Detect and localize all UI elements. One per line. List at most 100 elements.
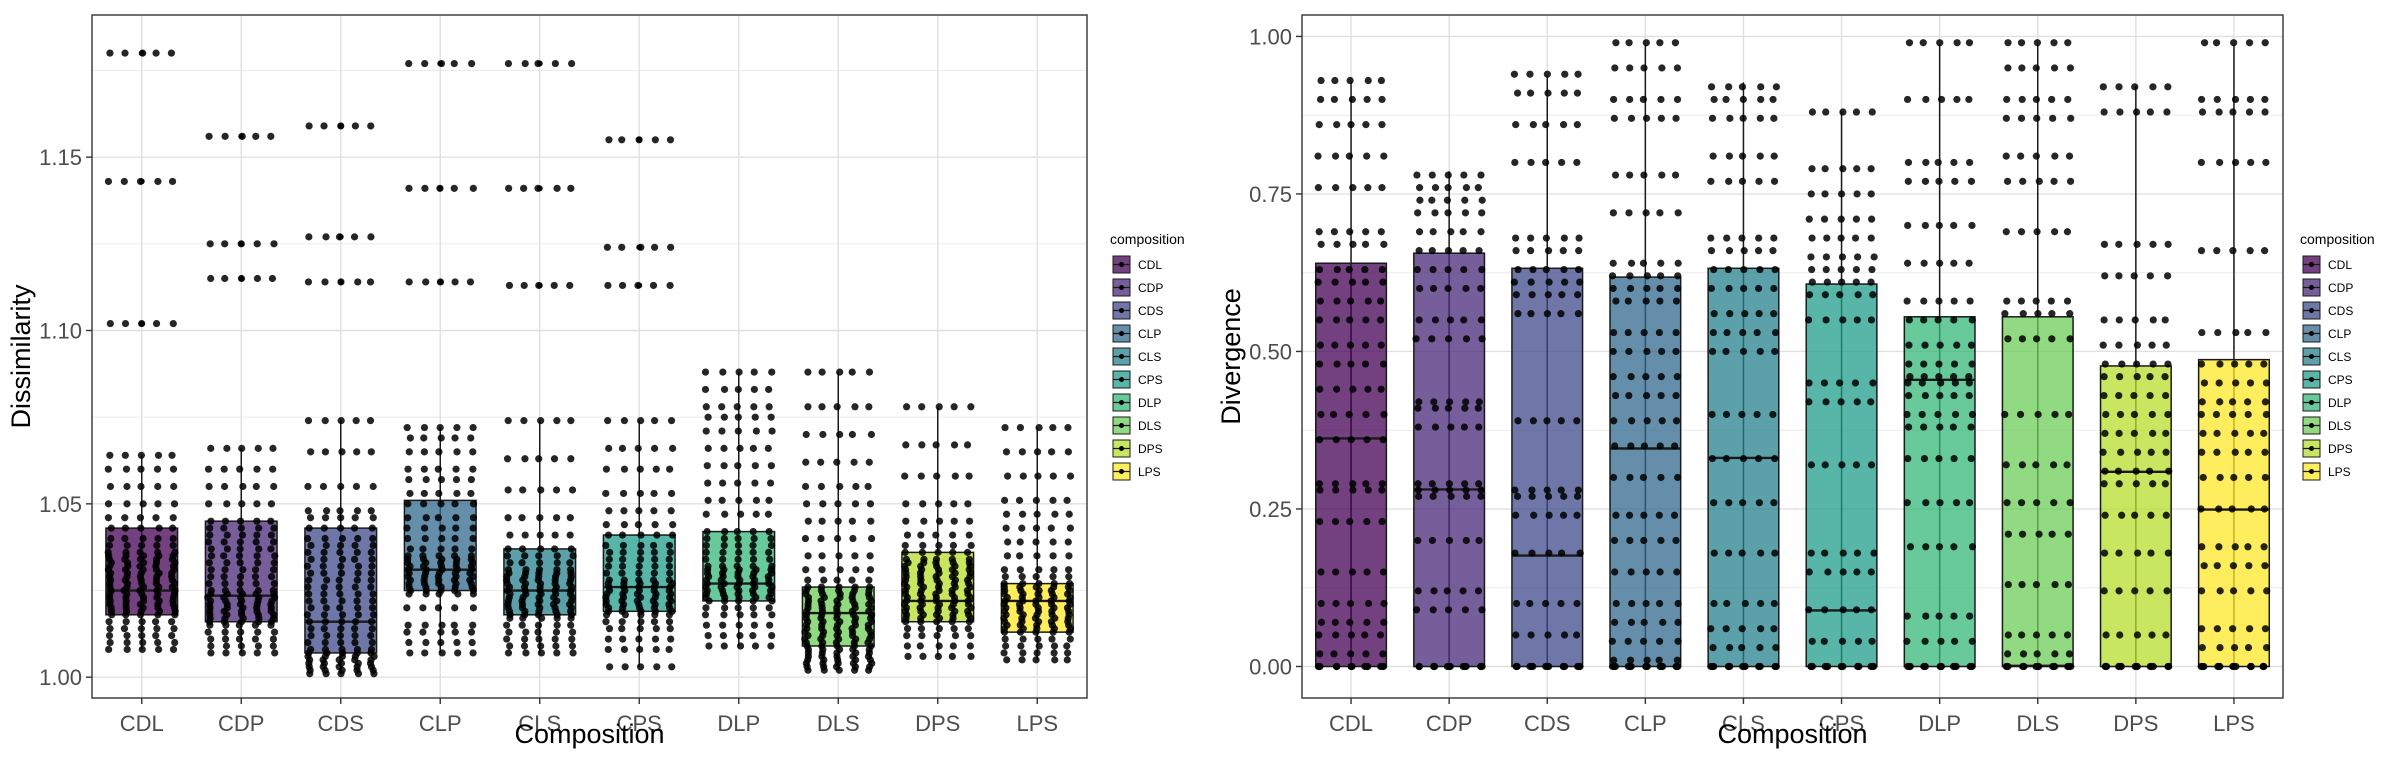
- data-point: [1416, 284, 1424, 293]
- points-DLS: [801, 368, 876, 674]
- data-point: [1315, 631, 1323, 639]
- data-point: [949, 541, 957, 550]
- data-point: [2051, 650, 2059, 658]
- data-point: [2245, 360, 2253, 368]
- x-tick-label: DLP: [1918, 711, 1961, 736]
- data-point: [1672, 328, 1680, 337]
- data-point: [1738, 643, 1746, 652]
- data-point: [138, 645, 146, 654]
- data-point: [220, 465, 228, 473]
- data-point: [1462, 486, 1470, 494]
- data-point: [749, 541, 757, 550]
- data-point: [204, 538, 213, 546]
- data-point: [336, 631, 345, 640]
- data-point: [637, 243, 645, 251]
- data-point: [1968, 543, 1977, 551]
- data-point: [1905, 341, 1913, 349]
- data-point: [553, 417, 561, 425]
- data-point: [505, 281, 514, 290]
- data-point: [919, 500, 927, 508]
- data-point: [833, 534, 842, 543]
- data-point: [2148, 410, 2156, 419]
- data-point: [2232, 379, 2240, 387]
- data-point: [1965, 39, 1974, 47]
- data-point: [916, 642, 924, 650]
- data-point: [270, 559, 278, 567]
- data-point: [767, 541, 776, 550]
- data-point: [368, 625, 376, 633]
- data-point: [733, 403, 741, 411]
- data-point: [1670, 511, 1679, 519]
- data-point: [1920, 423, 1928, 431]
- data-point: [1461, 480, 1469, 488]
- data-point: [1805, 291, 1814, 299]
- data-point: [1478, 606, 1486, 614]
- data-point: [963, 441, 972, 449]
- data-point: [368, 604, 377, 612]
- data-point: [1642, 391, 1651, 400]
- data-point: [1710, 499, 1718, 507]
- data-point: [336, 548, 344, 556]
- data-point: [1428, 480, 1436, 488]
- data-point: [1379, 568, 1388, 576]
- data-point: [469, 524, 477, 532]
- data-point: [1545, 511, 1553, 519]
- data-point: [817, 583, 826, 591]
- data-point: [765, 527, 773, 536]
- data-point: [652, 465, 660, 473]
- data-point: [535, 281, 543, 290]
- data-point: [1017, 642, 1025, 650]
- data-point: [1047, 524, 1055, 532]
- data-point: [1528, 549, 1536, 557]
- data-point: [1837, 662, 1845, 671]
- data-point: [1443, 587, 1451, 595]
- data-point: [1949, 423, 1957, 431]
- data-point: [736, 611, 744, 619]
- data-point: [2002, 114, 2010, 122]
- data-point: [405, 638, 413, 647]
- data-point: [1966, 158, 1974, 167]
- data-point: [1414, 209, 1422, 217]
- data-point: [1474, 404, 1482, 412]
- data-point: [255, 545, 263, 553]
- data-point: [1609, 95, 1618, 104]
- data-point: [948, 555, 956, 563]
- data-point: [252, 579, 260, 588]
- data-point: [1063, 642, 1071, 650]
- data-point: [702, 621, 711, 629]
- data-point: [932, 531, 940, 539]
- data-point: [1345, 265, 1353, 274]
- x-tick-label: CPS: [617, 711, 662, 736]
- data-point: [2200, 562, 2208, 570]
- data-point: [2246, 429, 2255, 437]
- data-point: [1921, 221, 1929, 230]
- data-point: [1673, 64, 1682, 72]
- data-point: [618, 281, 627, 290]
- legend-label: LPS: [1138, 465, 1161, 479]
- data-point: [1837, 215, 1845, 223]
- y-tick-label: 0.75: [1249, 182, 1292, 207]
- data-point: [566, 281, 574, 290]
- data-point: [138, 541, 146, 550]
- data-point: [667, 243, 675, 251]
- data-point: [138, 618, 146, 626]
- data-point: [1639, 259, 1648, 267]
- y-tick-label: 1.00: [1249, 24, 1292, 49]
- data-point: [137, 482, 145, 491]
- data-point: [949, 548, 957, 556]
- data-point: [618, 625, 626, 633]
- data-point: [1065, 552, 1073, 560]
- data-point: [1953, 39, 1961, 47]
- data-point: [1361, 662, 1369, 671]
- legend-label: DLP: [2328, 396, 2351, 410]
- data-point: [1049, 423, 1057, 432]
- data-point: [518, 621, 526, 629]
- data-point: [154, 482, 162, 491]
- data-point: [520, 642, 529, 650]
- data-point: [1852, 278, 1860, 286]
- data-point: [1348, 278, 1357, 286]
- data-point: [1824, 568, 1832, 576]
- points-DPS: [2099, 83, 2173, 671]
- data-point: [1674, 637, 1682, 645]
- data-point: [2231, 448, 2239, 456]
